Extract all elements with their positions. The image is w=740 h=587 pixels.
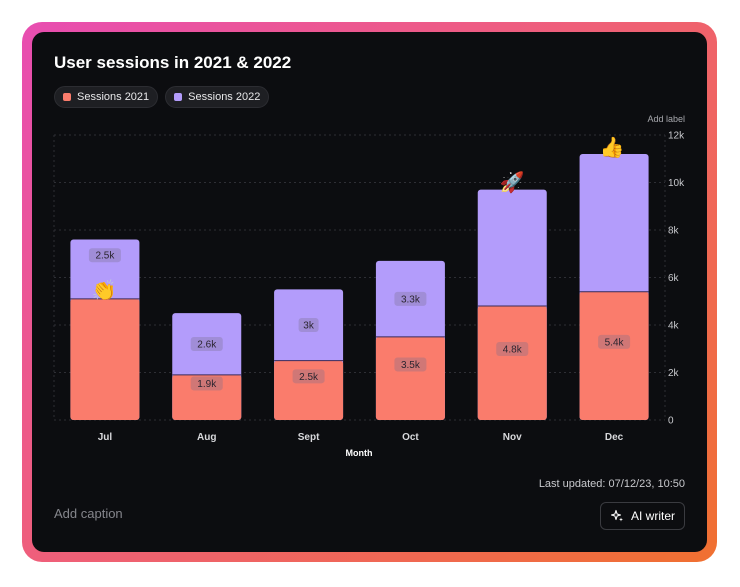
y-tick-label: 10k — [668, 178, 685, 189]
data-label-bg — [394, 357, 427, 372]
bar-sessions-2021 — [477, 306, 547, 420]
data-label-bg — [292, 369, 325, 384]
gradient-frame: User sessions in 2021 & 2022 Sessions 20… — [22, 22, 717, 562]
sparkles-icon — [610, 509, 623, 522]
y-tick-label: 4k — [668, 321, 680, 332]
data-label-2021: 1.9k — [197, 379, 217, 390]
ai-writer-button[interactable]: AI writer — [599, 502, 685, 530]
bar-sessions-2021 — [274, 360, 344, 420]
bar-sessions-2021 — [172, 374, 242, 420]
x-tick-label: Oct — [402, 432, 419, 443]
data-label-2021: 4.8k — [503, 345, 523, 356]
y-tick-label: 8k — [668, 226, 680, 237]
data-label-2022: 3k — [303, 321, 315, 332]
data-label-bg — [394, 291, 427, 306]
legend-item-sessions-2021[interactable]: Sessions 2021 — [54, 86, 159, 108]
thumbs-up-icon: 👍 — [600, 135, 625, 159]
legend: Sessions 2021 Sessions 2022 — [54, 86, 270, 108]
legend-swatch-2021 — [63, 93, 71, 101]
data-label-2021: 2.5k — [299, 372, 319, 383]
bar-sessions-2021 — [375, 336, 445, 420]
x-tick-label: Nov — [503, 432, 522, 443]
data-label-bg — [190, 337, 223, 351]
last-updated-text: Last updated: 07/12/23, 10:50 — [538, 478, 685, 490]
data-label-bg — [190, 376, 223, 391]
chart-card: User sessions in 2021 & 2022 Sessions 20… — [32, 32, 707, 552]
y-tick-label: 2k — [668, 368, 680, 379]
ai-writer-label: AI writer — [630, 509, 675, 523]
legend-label-2022: Sessions 2022 — [188, 91, 261, 103]
bar-sessions-2021 — [70, 298, 140, 420]
data-label-2022: 3.3k — [401, 294, 421, 305]
y-tick-label: 6k — [668, 273, 680, 284]
data-label-2021: 5.4k — [605, 337, 625, 348]
clapping-hands-icon: 👏 — [92, 278, 117, 302]
rocket-icon: 🚀 — [500, 170, 525, 194]
y-tick-label: 12k — [668, 131, 685, 142]
add-axis-label-button[interactable]: Add label — [647, 114, 685, 124]
data-label-2022: 2.6k — [197, 340, 217, 351]
legend-item-sessions-2022[interactable]: Sessions 2022 — [165, 86, 270, 108]
x-tick-label: Sept — [298, 432, 320, 443]
x-tick-label: Dec — [605, 432, 624, 443]
legend-swatch-2022 — [174, 93, 183, 101]
data-label-2021: 3.5k — [401, 360, 421, 371]
bar-sessions-2021 — [579, 291, 649, 420]
x-tick-label: Jul — [98, 432, 113, 443]
legend-label-2021: Sessions 2021 — [77, 91, 150, 103]
data-label-bg — [598, 334, 631, 349]
stacked-bar-chart: 0 2k 4k 6k 8k 10k 12k 2.5k Jul 2.6k 1.9k Aug 3k 2.5k S… — [53, 131, 685, 458]
x-axis-title: Month — [346, 448, 373, 458]
data-label-bg — [88, 248, 121, 263]
data-label-2022: 2.5k — [95, 251, 115, 262]
caption-input[interactable]: Add caption — [54, 506, 123, 521]
chart-title: User sessions in 2021 & 2022 — [54, 53, 292, 72]
data-label-bg — [496, 342, 529, 356]
y-tick-label: 0 — [668, 416, 674, 427]
x-tick-label: Aug — [197, 432, 216, 443]
data-label-bg — [298, 318, 319, 332]
